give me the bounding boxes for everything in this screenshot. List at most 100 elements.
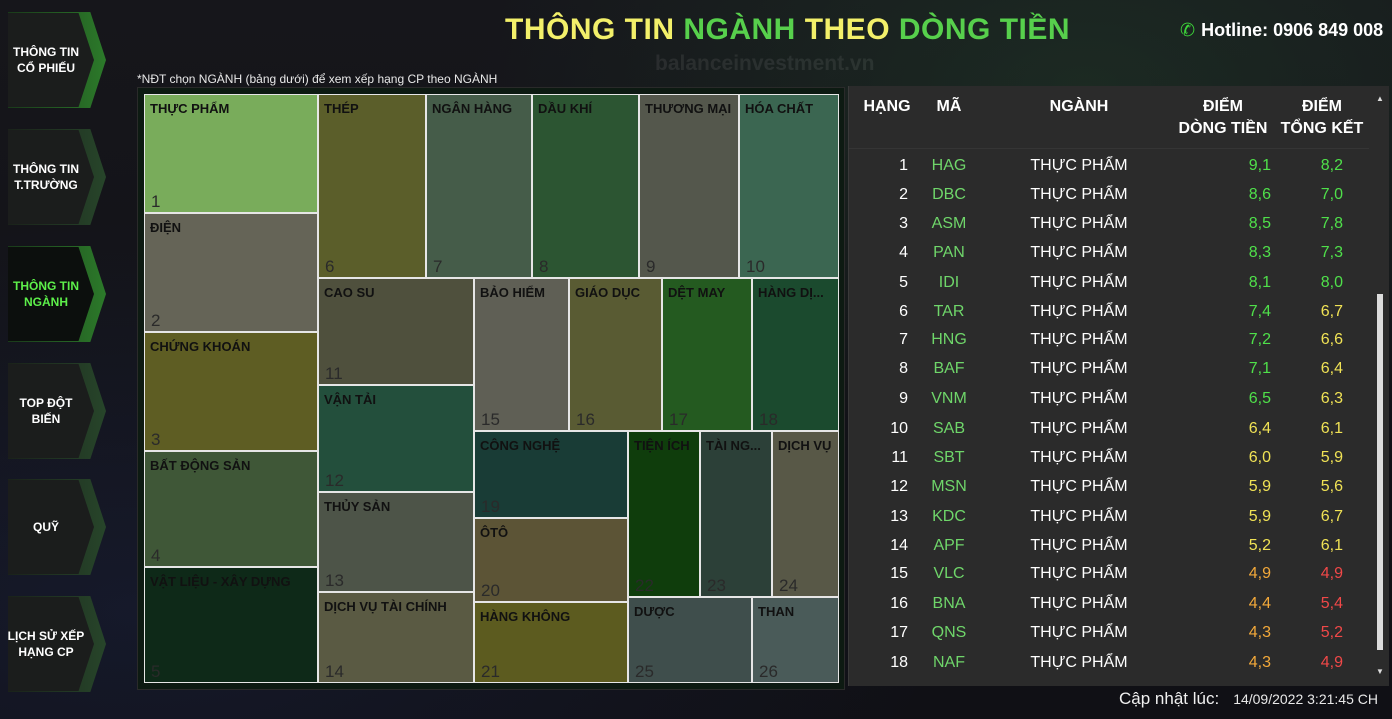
cell-total: 7,8 bbox=[1320, 215, 1343, 232]
scroll-up-icon[interactable]: ▲ bbox=[1376, 94, 1384, 103]
nav-item-thong-tin-nganh[interactable]: THÔNG TIN NGÀNH bbox=[8, 247, 94, 341]
nav-item-quy[interactable]: QUỸ bbox=[8, 480, 94, 574]
table-row[interactable]: 17 QNS THỰC PHẨM 4,3 5,2 bbox=[849, 619, 1371, 648]
title-part: THÔNG TIN bbox=[505, 13, 675, 46]
table-row[interactable]: 1 HAG THỰC PHẨM 9,1 8,2 bbox=[849, 152, 1371, 181]
treemap-tile[interactable]: DỊCH VỤ TÀI CHÍNH 14 bbox=[318, 592, 474, 683]
cell-code[interactable]: VNM bbox=[931, 390, 967, 407]
table-scrollbar[interactable]: ▲ ▼ bbox=[1375, 94, 1385, 676]
table-row[interactable]: 11 SBT THỰC PHẨM 6,0 5,9 bbox=[849, 444, 1371, 473]
cell-rank: 4 bbox=[899, 244, 908, 261]
cell-rank: 11 bbox=[891, 449, 908, 466]
cell-code[interactable]: KDC bbox=[932, 508, 966, 525]
treemap-tile-name: NGÂN HÀNG bbox=[432, 101, 513, 116]
treemap-tile[interactable]: HÀNG DỊ... 18 bbox=[752, 278, 839, 431]
cell-code[interactable]: ASM bbox=[931, 215, 967, 232]
treemap-tile[interactable]: BẢO HIỂM 15 bbox=[474, 278, 569, 431]
table-row[interactable]: 8 BAF THỰC PHẨM 7,1 6,4 bbox=[849, 355, 1371, 384]
cell-code[interactable]: BNA bbox=[932, 595, 966, 612]
table-row[interactable]: 16 BNA THỰC PHẨM 4,4 5,4 bbox=[849, 590, 1371, 619]
table-row[interactable]: 9 VNM THỰC PHẨM 6,5 6,3 bbox=[849, 385, 1371, 414]
cell-code[interactable]: TAR bbox=[933, 303, 965, 320]
nav-item-label: LỊCH SỬ XẾP HẠNG CP bbox=[7, 629, 85, 659]
cell-cashflow: 4,4 bbox=[1248, 595, 1271, 612]
cell-rank: 12 bbox=[890, 478, 908, 495]
treemap-tile-number: 15 bbox=[481, 410, 500, 429]
treemap-tile-number: 17 bbox=[669, 410, 688, 429]
treemap-tile[interactable]: THỦY SẢN 13 bbox=[318, 492, 474, 592]
scroll-down-icon[interactable]: ▼ bbox=[1376, 667, 1384, 676]
cell-code[interactable]: SBT bbox=[933, 449, 965, 466]
nav-item-thong-tin-thi-truong[interactable]: THÔNG TIN T.TRƯỜNG bbox=[8, 130, 94, 224]
cell-code[interactable]: HNG bbox=[931, 331, 967, 348]
table-row[interactable]: 10 SAB THỰC PHẨM 6,4 6,1 bbox=[849, 415, 1371, 444]
cell-rank: 18 bbox=[890, 654, 908, 671]
treemap-tile-number: 25 bbox=[635, 662, 654, 681]
header-total-line2: TỔNG KẾT bbox=[1280, 120, 1364, 137]
treemap-tile[interactable]: THƯƠNG MẠI 9 bbox=[639, 94, 739, 278]
table-row[interactable]: 6 TAR THỰC PHẨM 7,4 6,7 bbox=[849, 298, 1371, 327]
treemap-tile[interactable]: ĐIỆN 2 bbox=[144, 213, 318, 332]
table-row[interactable]: 13 KDC THỰC PHẨM 5,9 6,7 bbox=[849, 503, 1371, 532]
cell-industry: THỰC PHẨM bbox=[1030, 244, 1128, 261]
treemap-tile[interactable]: VẬN TẢI 12 bbox=[318, 385, 474, 492]
treemap-tile[interactable]: NGÂN HÀNG 7 bbox=[426, 94, 532, 278]
scroll-thumb[interactable] bbox=[1377, 294, 1383, 650]
cell-code[interactable]: BAF bbox=[933, 360, 965, 377]
cell-code[interactable]: QNS bbox=[931, 624, 967, 641]
treemap-tile[interactable]: HÓA CHẤT 10 bbox=[739, 94, 839, 278]
cell-code[interactable]: VLC bbox=[933, 565, 965, 582]
cell-industry: THỰC PHẨM bbox=[1030, 274, 1128, 291]
treemap-tile-name: TIỆN ÍCH bbox=[634, 438, 690, 453]
treemap-tile[interactable]: THAN 26 bbox=[752, 597, 839, 683]
treemap-tile[interactable]: HÀNG KHÔNG 21 bbox=[474, 602, 628, 683]
treemap-tile-name: THÉP bbox=[324, 101, 359, 116]
treemap-tile[interactable]: CAO SU 11 bbox=[318, 278, 474, 385]
treemap-tile[interactable]: DỊCH VỤ 24 bbox=[772, 431, 839, 597]
treemap-tile[interactable]: DƯỢC 25 bbox=[628, 597, 752, 683]
table-row[interactable]: 2 DBC THỰC PHẨM 8,6 7,0 bbox=[849, 181, 1371, 210]
treemap-tile[interactable]: BẤT ĐỘNG SẢN 4 bbox=[144, 451, 318, 567]
treemap-tile[interactable]: DẦU KHÍ 8 bbox=[532, 94, 639, 278]
treemap-tile[interactable]: THÉP 6 bbox=[318, 94, 426, 278]
table-row[interactable]: 5 IDI THỰC PHẨM 8,1 8,0 bbox=[849, 269, 1371, 298]
treemap-tile-name: BẤT ĐỘNG SẢN bbox=[150, 458, 251, 473]
hotline[interactable]: ✆ Hotline: 0906 849 008 bbox=[1180, 20, 1383, 41]
nav-item-lich-su-xep-hang[interactable]: LỊCH SỬ XẾP HẠNG CP bbox=[8, 597, 94, 691]
cell-total: 5,9 bbox=[1320, 449, 1343, 466]
table-row[interactable]: 14 APF THỰC PHẨM 5,2 6,1 bbox=[849, 532, 1371, 561]
nav-item-thong-tin-co-phieu[interactable]: THÔNG TIN CỔ PHIẾU bbox=[8, 13, 94, 107]
treemap-tile[interactable]: CHỨNG KHOÁN 3 bbox=[144, 332, 318, 451]
cell-code[interactable]: MSN bbox=[931, 478, 967, 495]
treemap-tile[interactable]: ÔTÔ 20 bbox=[474, 518, 628, 602]
updated-time: 14/09/2022 3:21:45 CH bbox=[1233, 691, 1378, 707]
treemap-tile[interactable]: TIỆN ÍCH 22 bbox=[628, 431, 700, 597]
treemap-tile[interactable]: TÀI NG... 23 bbox=[700, 431, 772, 597]
cell-cashflow: 8,5 bbox=[1248, 215, 1271, 232]
treemap-tile-name: DỊCH VỤ bbox=[778, 438, 832, 453]
table-row[interactable]: 15 VLC THỰC PHẨM 4,9 4,9 bbox=[849, 560, 1371, 589]
treemap-tile[interactable]: VẬT LIỆU - XÂY DỰNG 5 bbox=[144, 567, 318, 683]
cell-rank: 16 bbox=[890, 595, 908, 612]
table-row[interactable]: 18 NAF THỰC PHẨM 4,3 4,9 bbox=[849, 649, 1371, 678]
treemap-tile[interactable]: THỰC PHẨM 1 bbox=[144, 94, 318, 213]
table-row[interactable]: 3 ASM THỰC PHẨM 8,5 7,8 bbox=[849, 210, 1371, 239]
cell-code[interactable]: APF bbox=[933, 537, 965, 554]
cell-code[interactable]: DBC bbox=[932, 186, 966, 203]
table-row[interactable]: 4 PAN THỰC PHẨM 8,3 7,3 bbox=[849, 239, 1371, 268]
cell-code[interactable]: HAG bbox=[931, 157, 967, 174]
table-row[interactable]: 7 HNG THỰC PHẨM 7,2 6,6 bbox=[849, 326, 1371, 355]
treemap-tile[interactable]: CÔNG NGHỆ 19 bbox=[474, 431, 628, 518]
cell-cashflow: 8,3 bbox=[1248, 244, 1271, 261]
treemap-tile-number: 1 bbox=[151, 192, 161, 211]
treemap-tile[interactable]: DỆT MAY 17 bbox=[662, 278, 752, 431]
cell-code[interactable]: SAB bbox=[932, 420, 965, 437]
table-row[interactable]: 12 MSN THỰC PHẨM 5,9 5,6 bbox=[849, 473, 1371, 502]
cell-code[interactable]: IDI bbox=[938, 274, 960, 291]
cell-cashflow: 7,2 bbox=[1248, 331, 1271, 348]
cell-code[interactable]: PAN bbox=[933, 244, 965, 261]
nav-item-top-dot-bien[interactable]: TOP ĐỘT BIẾN bbox=[8, 364, 94, 458]
treemap-tile[interactable]: GIÁO DỤC 16 bbox=[569, 278, 662, 431]
cell-total: 8,2 bbox=[1320, 157, 1343, 174]
cell-code[interactable]: NAF bbox=[933, 654, 965, 671]
